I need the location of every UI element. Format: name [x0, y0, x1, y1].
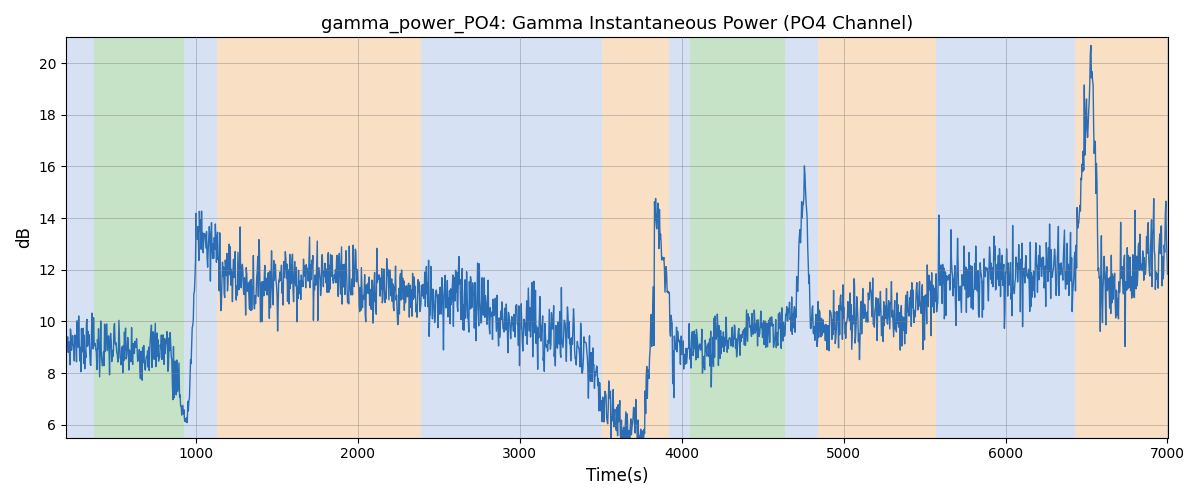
- Title: gamma_power_PO4: Gamma Instantaneous Power (PO4 Channel): gamma_power_PO4: Gamma Instantaneous Pow…: [320, 15, 913, 34]
- Bar: [94, 38, 185, 438]
- Y-axis label: dB: dB: [14, 226, 32, 248]
- Bar: [217, 38, 421, 438]
- Bar: [668, 38, 690, 438]
- Bar: [690, 38, 785, 438]
- Bar: [185, 38, 217, 438]
- Bar: [66, 38, 94, 438]
- Bar: [817, 38, 936, 438]
- X-axis label: Time(s): Time(s): [586, 467, 648, 485]
- Bar: [602, 38, 668, 438]
- Bar: [421, 38, 602, 438]
- Bar: [785, 38, 817, 438]
- Bar: [1075, 38, 1168, 438]
- Bar: [936, 38, 1075, 438]
